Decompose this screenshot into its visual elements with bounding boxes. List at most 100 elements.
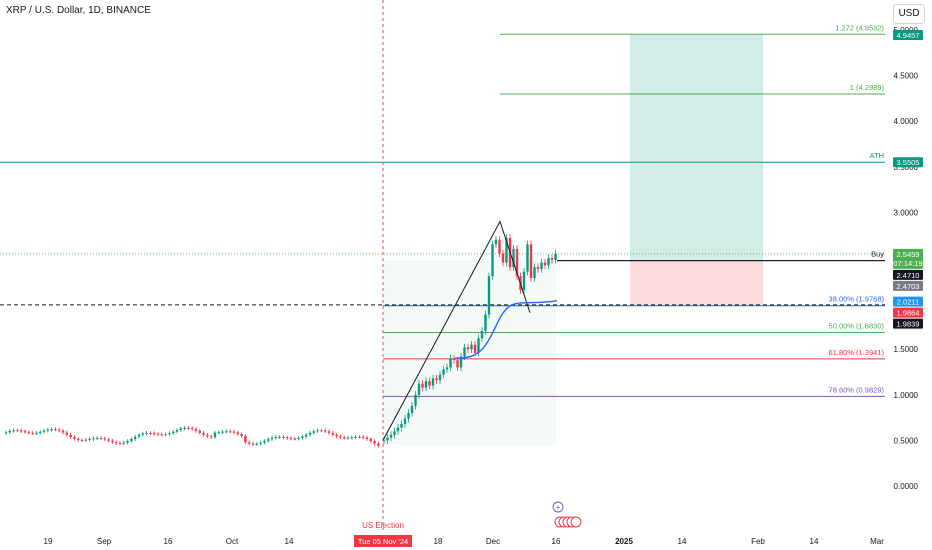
candle-body <box>27 432 30 434</box>
time-axis[interactable]: 19 Sep 16 Oct 14 18 Dec 16 2025 14 Feb 14 Mar <box>44 537 885 546</box>
candle-body <box>407 413 410 419</box>
price-tag-text: 1.9839 <box>897 320 920 329</box>
candle-body <box>111 440 114 443</box>
candle-body <box>487 276 491 315</box>
candle-body <box>282 436 285 438</box>
event-icons[interactable]: + <box>552 501 582 528</box>
candle-body <box>4 432 8 434</box>
candle-body <box>259 442 262 444</box>
candle-body <box>8 430 11 433</box>
candle-body <box>373 441 376 444</box>
candle-body <box>77 438 80 440</box>
candle-body <box>470 344 473 350</box>
candle-body <box>202 432 205 435</box>
candle-body <box>141 433 144 435</box>
candle-body <box>191 428 194 430</box>
candle-body <box>477 338 480 353</box>
candle-body <box>484 314 487 331</box>
candle-body <box>417 383 421 395</box>
level-label-5: 50.00% (1.6830) <box>829 322 885 331</box>
candle-body <box>369 439 372 442</box>
candle-body <box>324 430 327 432</box>
candle-body <box>134 436 137 440</box>
election-date-bg <box>354 535 412 547</box>
candle-body <box>278 436 281 438</box>
candle-body <box>145 432 148 434</box>
candle-body <box>99 438 103 440</box>
candle-body <box>248 442 251 444</box>
candle-body <box>445 367 449 370</box>
candle-body <box>232 431 236 433</box>
drawing-tools[interactable] <box>382 220 885 441</box>
candle-body <box>547 258 550 266</box>
election-label: US Election <box>362 521 404 530</box>
candle-body <box>46 429 49 431</box>
level-label-6: 61.80% (1.3941) <box>829 348 885 357</box>
trade-position-box[interactable] <box>630 34 763 305</box>
candle-body <box>505 237 508 263</box>
currency-button[interactable]: USD <box>893 4 925 24</box>
candle-body <box>435 378 438 381</box>
candle-body <box>305 434 308 437</box>
x-tick-label: 14 <box>810 537 819 546</box>
candle-body <box>172 431 175 434</box>
candle-body <box>522 271 526 290</box>
candle-body <box>428 381 431 386</box>
candle-body <box>80 439 84 441</box>
candle-body <box>289 438 293 440</box>
candle-body <box>331 432 334 435</box>
candle-body <box>424 381 428 388</box>
x-tick-label: Mar <box>870 537 884 546</box>
moving-average-line <box>454 300 558 360</box>
price-tag-text: 2.5459 <box>897 250 920 259</box>
candle-body <box>69 434 72 438</box>
candle-body <box>12 430 15 432</box>
candle-body <box>175 430 179 432</box>
candle-body <box>137 434 141 437</box>
level-label-0: 1.272 (4.9532) <box>835 23 884 32</box>
candle-body <box>536 267 540 269</box>
candle-body <box>491 244 494 277</box>
x-tick-label: 2025 <box>615 537 633 546</box>
election-marker[interactable]: US Election Tue 05 Nov '24 <box>354 0 412 547</box>
candle-body <box>156 433 160 435</box>
candle-body <box>20 430 23 432</box>
profit-zone <box>630 34 763 261</box>
candle-body <box>240 434 243 436</box>
candle-body <box>274 437 277 439</box>
candle-body <box>153 433 156 435</box>
candle-body <box>293 438 296 440</box>
candle-body <box>515 248 519 277</box>
candle-body <box>335 434 338 437</box>
x-tick-label: 14 <box>678 537 687 546</box>
x-tick-label: 16 <box>552 537 561 546</box>
candle-body <box>286 437 289 439</box>
candle-body <box>103 438 106 440</box>
candle-body <box>130 439 133 442</box>
candle-body <box>526 244 529 272</box>
y-tick-label: 4.0000 <box>894 117 919 126</box>
candle-body <box>255 443 258 445</box>
candle-body <box>463 347 466 357</box>
candle-body <box>58 429 61 431</box>
candle-body <box>221 431 224 433</box>
candle-body <box>389 434 393 438</box>
candle-body <box>452 358 456 361</box>
candle-body <box>92 438 95 440</box>
price-tag-bg <box>893 269 923 280</box>
candle-body <box>529 244 533 279</box>
candle-body <box>312 431 315 433</box>
candle-body <box>183 427 186 429</box>
candle-body <box>23 431 27 433</box>
x-tick-label: 14 <box>285 537 294 546</box>
candle-body <box>382 440 386 442</box>
candle-body <box>297 437 300 439</box>
candle-body <box>187 427 190 429</box>
candle-body <box>251 443 255 445</box>
candle-body <box>339 436 342 438</box>
candle-body <box>160 434 163 436</box>
candle-body <box>365 437 369 440</box>
candle-body <box>386 437 389 441</box>
level-label-3: Buy <box>871 250 884 259</box>
